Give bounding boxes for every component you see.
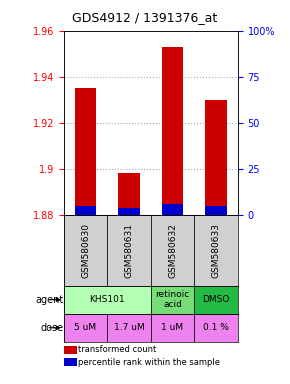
- Bar: [107, 314, 151, 342]
- Text: KHS101: KHS101: [90, 295, 125, 304]
- Bar: [151, 286, 194, 314]
- Bar: [64, 286, 151, 314]
- Bar: [151, 215, 194, 286]
- Text: GSM580632: GSM580632: [168, 223, 177, 278]
- Text: GDS4912 / 1391376_at: GDS4912 / 1391376_at: [72, 12, 218, 25]
- Bar: [162, 47, 183, 215]
- Text: 0.1 %: 0.1 %: [203, 323, 229, 332]
- Text: 5 uM: 5 uM: [75, 323, 97, 332]
- Text: dose: dose: [41, 323, 64, 333]
- Text: GSM580633: GSM580633: [211, 223, 221, 278]
- Text: GSM580630: GSM580630: [81, 223, 90, 278]
- Bar: [162, 204, 183, 215]
- Bar: [194, 286, 238, 314]
- Bar: [194, 215, 238, 286]
- Bar: [64, 215, 107, 286]
- Text: 1.7 uM: 1.7 uM: [114, 323, 144, 332]
- Bar: [194, 314, 238, 342]
- Text: percentile rank within the sample: percentile rank within the sample: [78, 358, 220, 367]
- Bar: [205, 206, 227, 215]
- Text: DMSO: DMSO: [202, 295, 230, 304]
- Text: transformed count: transformed count: [78, 345, 157, 354]
- Bar: [205, 100, 227, 215]
- Bar: [107, 215, 151, 286]
- Text: agent: agent: [36, 295, 64, 305]
- Text: 1 uM: 1 uM: [162, 323, 184, 332]
- Bar: [64, 314, 107, 342]
- Bar: [151, 314, 194, 342]
- Bar: [118, 173, 140, 215]
- Text: retinoic
acid: retinoic acid: [155, 290, 190, 310]
- Text: GSM580631: GSM580631: [124, 223, 134, 278]
- Bar: [75, 206, 96, 215]
- Bar: [118, 208, 140, 215]
- Bar: [75, 88, 96, 215]
